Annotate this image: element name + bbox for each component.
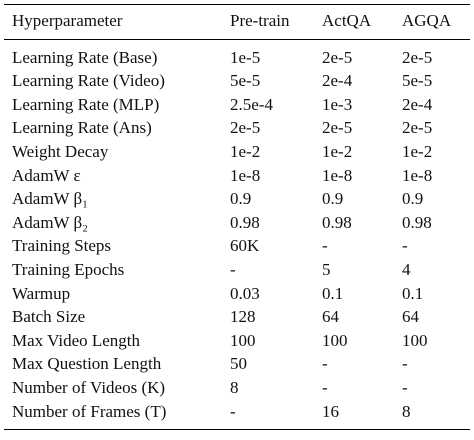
table-row: Learning Rate (MLP) 2.5e-4 1e-3 2e-4: [4, 93, 470, 117]
table-header: Hyperparameter Pre-train ActQA AGQA: [4, 4, 470, 40]
row-actqa-value: 1e-8: [322, 165, 353, 185]
row-name: Batch Size: [12, 307, 86, 327]
table-row: Training Steps 60K - -: [4, 234, 470, 258]
row-pretrain-value: 5e-5: [230, 71, 261, 91]
table-row: Max Video Length 100 100 100: [4, 329, 470, 353]
row-actqa-value: 5: [322, 259, 331, 279]
row-actqa-value: -: [322, 236, 328, 256]
row-agqa-value: 8: [402, 401, 411, 421]
table-row: Training Epochs - 5 4: [4, 258, 470, 282]
row-actqa-value: 2e-5: [322, 118, 353, 138]
row-pretrain-value: 8: [230, 377, 239, 397]
row-pretrain-value: 2e-5: [230, 118, 261, 138]
row-pretrain-value: 1e-5: [230, 47, 261, 67]
row-pretrain-value: 0.98: [230, 212, 260, 232]
row-pretrain-value: 128: [230, 307, 256, 327]
table-row: Max Question Length 50 - -: [4, 352, 470, 376]
hyperparameter-table: Hyperparameter Pre-train ActQA AGQA Lear…: [4, 4, 470, 430]
header-actqa: ActQA: [322, 11, 372, 30]
row-pretrain-value: 1e-2: [230, 141, 261, 161]
row-agqa-value: 64: [402, 307, 419, 327]
table-row: Number of Videos (K) 8 - -: [4, 376, 470, 400]
row-name: Learning Rate (Video): [12, 71, 165, 91]
row-actqa-value: 1e-3: [322, 94, 353, 114]
row-pretrain-value: 100: [230, 330, 256, 350]
table-row: Weight Decay 1e-2 1e-2 1e-2: [4, 140, 470, 164]
table-row: Learning Rate (Ans) 2e-5 2e-5 2e-5: [4, 116, 470, 140]
row-agqa-value: 0.1: [402, 283, 424, 303]
row-agqa-value: 2e-5: [402, 118, 433, 138]
row-agqa-value: 100: [402, 330, 428, 350]
table-row: Batch Size 128 64 64: [4, 305, 470, 329]
row-name: Max Video Length: [12, 330, 141, 350]
row-agqa-value: 4: [402, 259, 411, 279]
row-pretrain-value: 50: [230, 354, 247, 374]
table-row: AdamW ε 1e-8 1e-8 1e-8: [4, 164, 470, 188]
header-pretrain: Pre-train: [230, 11, 290, 30]
row-name: AdamW β₂: [12, 212, 89, 232]
row-actqa-value: 100: [322, 330, 348, 350]
row-name: AdamW ε: [12, 165, 81, 185]
row-name: Training Steps: [12, 236, 112, 256]
row-actqa-value: 0.1: [322, 283, 344, 303]
row-pretrain-value: 1e-8: [230, 165, 261, 185]
row-pretrain-value: 60K: [230, 236, 260, 256]
row-actqa-value: 0.98: [322, 212, 352, 232]
table-row: AdamW β₁ 0.9 0.9 0.9: [4, 187, 470, 211]
row-agqa-value: 5e-5: [402, 71, 433, 91]
row-name: AdamW β₁: [12, 189, 89, 209]
row-agqa-value: 1e-2: [402, 141, 433, 161]
header-row: Hyperparameter Pre-train ActQA AGQA: [4, 4, 470, 40]
row-actqa-value: 0.9: [322, 189, 344, 209]
table-row: Warmup 0.03 0.1 0.1: [4, 282, 470, 306]
row-name: Learning Rate (Base): [12, 47, 158, 67]
row-name: Training Epochs: [12, 259, 125, 279]
header-hyperparameter: Hyperparameter: [12, 11, 123, 30]
row-agqa-value: 0.9: [402, 189, 424, 209]
row-name: Learning Rate (MLP): [12, 94, 160, 114]
table-body: Learning Rate (Base) 1e-5 2e-5 2e-5 Learning…: [4, 39, 470, 430]
row-pretrain-value: 2.5e-4: [230, 94, 273, 114]
row-agqa-value: 2e-5: [402, 47, 433, 67]
row-name: Number of Videos (K): [12, 377, 166, 397]
row-agqa-value: 1e-8: [402, 165, 433, 185]
row-agqa-value: 2e-4: [402, 94, 433, 114]
row-pretrain-value: 0.03: [230, 283, 260, 303]
table-row: AdamW β₂ 0.98 0.98 0.98: [4, 211, 470, 235]
row-agqa-value: -: [402, 354, 408, 374]
row-actqa-value: 2e-4: [322, 71, 353, 91]
row-pretrain-value: -: [230, 401, 236, 421]
row-name: Learning Rate (Ans): [12, 118, 152, 138]
row-name: Max Question Length: [12, 354, 162, 374]
row-actqa-value: 64: [322, 307, 339, 327]
header-agqa: AGQA: [402, 11, 452, 30]
row-actqa-value: 16: [322, 401, 339, 421]
row-name: Number of Frames (T): [12, 401, 167, 421]
table-row: Learning Rate (Base) 1e-5 2e-5 2e-5: [4, 39, 470, 69]
row-name: Weight Decay: [12, 141, 109, 161]
row-actqa-value: 1e-2: [322, 141, 353, 161]
hyperparameter-table-container: Hyperparameter Pre-train ActQA AGQA Lear…: [4, 4, 470, 430]
row-actqa-value: 2e-5: [322, 47, 353, 67]
row-actqa-value: -: [322, 377, 328, 397]
row-pretrain-value: 0.9: [230, 189, 252, 209]
row-agqa-value: -: [402, 377, 408, 397]
table-row: Number of Frames (T) - 16 8: [4, 400, 470, 430]
row-pretrain-value: -: [230, 259, 236, 279]
table-row: Learning Rate (Video) 5e-5 2e-4 5e-5: [4, 69, 470, 93]
row-actqa-value: -: [322, 354, 328, 374]
row-agqa-value: 0.98: [402, 212, 432, 232]
row-name: Warmup: [12, 283, 71, 303]
row-agqa-value: -: [402, 236, 408, 256]
